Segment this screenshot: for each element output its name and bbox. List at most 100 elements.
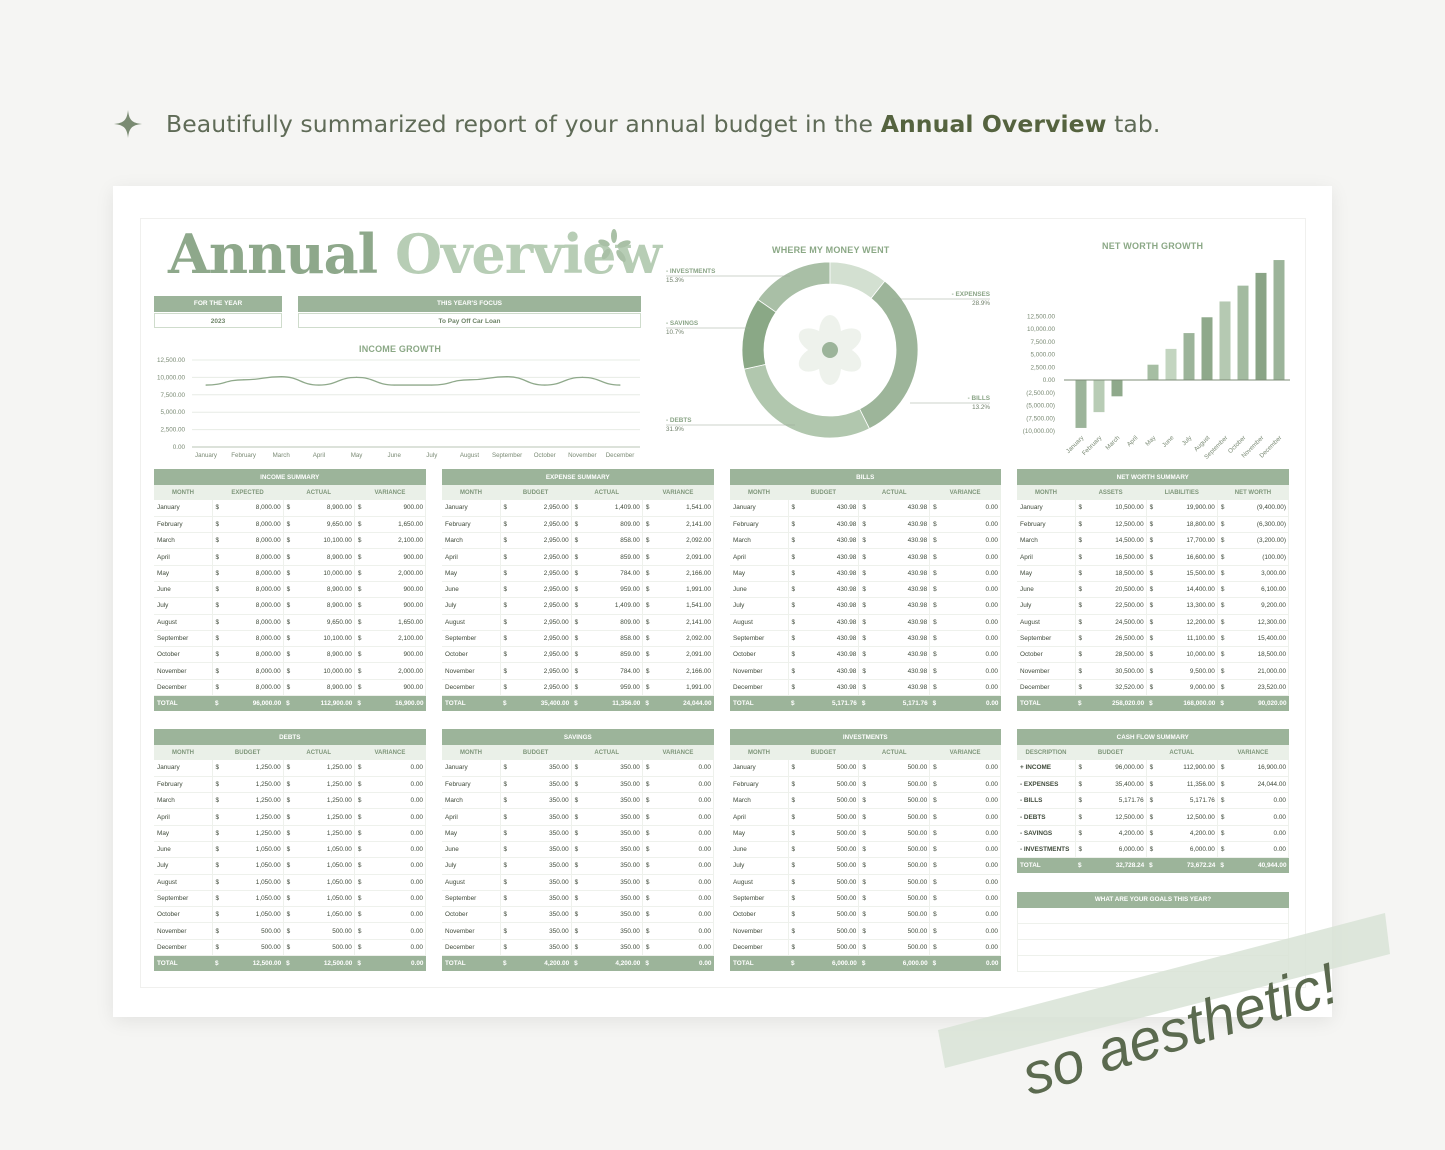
cell-value[interactable]: 32,520.00 [1087, 679, 1147, 697]
cell-value[interactable]: 430.98 [870, 581, 931, 599]
cell-value[interactable]: 30,500.00 [1087, 662, 1147, 680]
cell-value[interactable]: 8,000.00 [224, 614, 284, 631]
cell-value[interactable]: 0.00 [941, 760, 1001, 777]
cell-value[interactable]: 350.00 [583, 841, 643, 859]
cell-value[interactable]: 22,500.00 [1087, 597, 1147, 615]
cell-value[interactable]: 1,250.00 [295, 776, 355, 794]
cell-value[interactable]: 8,000.00 [224, 646, 284, 664]
cell-value[interactable]: 2,950.00 [512, 646, 572, 664]
cell-value[interactable]: 13,300.00 [1158, 597, 1218, 615]
cell-value[interactable]: 5,171.76 [1158, 792, 1218, 810]
cell-value[interactable]: 0.00 [1229, 792, 1290, 810]
cell-value[interactable]: 959.00 [583, 679, 643, 697]
cell-value[interactable]: 500.00 [870, 808, 931, 826]
cell-value[interactable]: 0.00 [941, 516, 1001, 534]
cell-value[interactable]: 2,950.00 [512, 500, 572, 517]
cell-value[interactable]: 15,500.00 [1158, 565, 1218, 582]
cell-value[interactable]: 2,141.00 [654, 614, 715, 631]
cell-value[interactable]: 12,500.00 [1087, 808, 1147, 826]
cell-value[interactable]: 1,050.00 [295, 906, 355, 924]
cell-value[interactable]: 12,200.00 [1158, 614, 1218, 631]
cell-value[interactable]: 500.00 [870, 906, 931, 924]
cell-value[interactable]: 430.98 [800, 614, 860, 631]
cell-value[interactable]: 500.00 [800, 841, 860, 859]
cell-value[interactable]: 500.00 [800, 760, 860, 777]
cell-value[interactable]: (9,400.00) [1229, 500, 1290, 517]
cell-value[interactable]: 8,900.00 [295, 597, 355, 615]
cell-value[interactable]: 0.00 [654, 857, 715, 875]
cell-value[interactable]: 500.00 [870, 890, 931, 908]
cell-value[interactable]: 350.00 [583, 760, 643, 777]
cell-value[interactable]: 430.98 [800, 630, 860, 648]
cell-value[interactable]: 8,900.00 [295, 646, 355, 664]
cell-value[interactable]: 0.00 [941, 500, 1001, 517]
cell-value[interactable]: 430.98 [870, 532, 931, 550]
cell-value[interactable]: 112,900.00 [1158, 760, 1218, 777]
cell-value[interactable]: 16,900.00 [1229, 760, 1290, 777]
cell-value[interactable]: 0.00 [941, 646, 1001, 664]
cell-value[interactable]: 12,500.00 [1087, 516, 1147, 534]
cell-value[interactable]: 2,950.00 [512, 565, 572, 582]
focus-value[interactable]: To Pay Off Car Loan [298, 313, 641, 328]
cell-value[interactable]: 2,950.00 [512, 662, 572, 680]
cell-value[interactable]: 500.00 [870, 841, 931, 859]
cell-value[interactable]: 500.00 [870, 922, 931, 940]
cell-value[interactable]: 350.00 [512, 760, 572, 777]
cell-value[interactable]: 900.00 [366, 679, 427, 697]
cell-value[interactable]: 0.00 [366, 890, 427, 908]
cell-value[interactable]: 350.00 [512, 841, 572, 859]
cell-value[interactable]: 0.00 [654, 792, 715, 810]
cell-value[interactable]: 350.00 [583, 825, 643, 842]
cell-value[interactable]: 900.00 [366, 581, 427, 599]
cell-value[interactable]: 1,050.00 [224, 841, 284, 859]
cell-value[interactable]: 1,250.00 [224, 776, 284, 794]
cell-value[interactable]: 500.00 [224, 939, 284, 957]
cell-value[interactable]: 1,050.00 [224, 874, 284, 891]
cell-value[interactable]: 8,900.00 [295, 548, 355, 566]
cell-value[interactable]: 2,166.00 [654, 662, 715, 680]
cell-value[interactable]: 8,900.00 [295, 679, 355, 697]
cell-value[interactable]: 1,250.00 [295, 825, 355, 842]
cell-value[interactable]: 10,000.00 [295, 565, 355, 582]
cell-value[interactable]: 430.98 [800, 548, 860, 566]
cell-value[interactable]: 8,000.00 [224, 597, 284, 615]
cell-value[interactable]: 0.00 [941, 565, 1001, 582]
cell-value[interactable]: 2,950.00 [512, 630, 572, 648]
cell-value[interactable]: 0.00 [941, 630, 1001, 648]
cell-value[interactable]: 2,950.00 [512, 548, 572, 566]
cell-value[interactable]: 500.00 [800, 808, 860, 826]
cell-value[interactable]: 10,100.00 [295, 532, 355, 550]
cell-value[interactable]: 430.98 [870, 630, 931, 648]
cell-value[interactable]: 1,409.00 [583, 500, 643, 517]
cell-value[interactable]: 14,500.00 [1087, 532, 1147, 550]
cell-value[interactable]: 96,000.00 [1087, 760, 1147, 777]
cell-value[interactable]: 2,950.00 [512, 581, 572, 599]
cell-value[interactable]: 10,000.00 [295, 662, 355, 680]
cell-value[interactable]: 350.00 [583, 792, 643, 810]
cell-value[interactable]: 0.00 [941, 939, 1001, 957]
cell-value[interactable]: 0.00 [366, 825, 427, 842]
cell-value[interactable]: 1,991.00 [654, 581, 715, 599]
cell-value[interactable]: 11,100.00 [1158, 630, 1218, 648]
cell-value[interactable]: 2,950.00 [512, 532, 572, 550]
cell-value[interactable]: 500.00 [800, 874, 860, 891]
cell-value[interactable]: 0.00 [941, 581, 1001, 599]
cell-value[interactable]: 10,100.00 [295, 630, 355, 648]
cell-value[interactable]: 2,092.00 [654, 532, 715, 550]
cell-value[interactable]: 430.98 [800, 646, 860, 664]
cell-value[interactable]: 2,000.00 [366, 565, 427, 582]
cell-value[interactable]: 0.00 [654, 874, 715, 891]
cell-value[interactable]: 3,000.00 [1229, 565, 1290, 582]
cell-value[interactable]: 500.00 [800, 792, 860, 810]
cell-value[interactable]: 350.00 [512, 874, 572, 891]
cell-value[interactable]: 430.98 [800, 581, 860, 599]
cell-value[interactable]: 2,950.00 [512, 597, 572, 615]
cell-value[interactable]: 430.98 [870, 500, 931, 517]
cell-value[interactable]: 500.00 [870, 825, 931, 842]
cell-value[interactable]: 0.00 [941, 792, 1001, 810]
cell-value[interactable]: 350.00 [583, 857, 643, 875]
cell-value[interactable]: 2,000.00 [366, 662, 427, 680]
cell-value[interactable]: 1,250.00 [224, 760, 284, 777]
cell-value[interactable]: 8,000.00 [224, 662, 284, 680]
cell-value[interactable]: 0.00 [654, 906, 715, 924]
